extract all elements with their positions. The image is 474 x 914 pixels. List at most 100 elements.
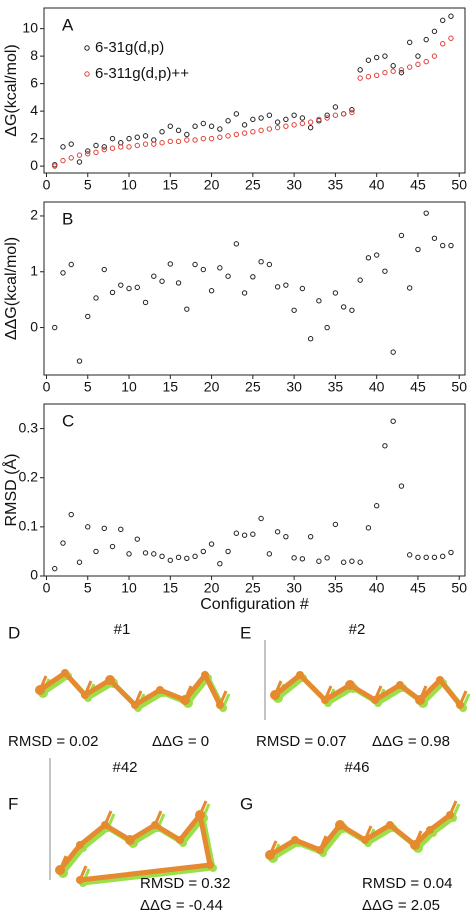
data-point <box>299 556 306 562</box>
x-tick-label: 45 <box>410 580 426 596</box>
data-point <box>85 313 91 320</box>
panel-caption: ΔΔG = -0.44 <box>140 897 223 914</box>
data-point <box>200 135 207 142</box>
data-point <box>93 295 99 301</box>
data-point <box>60 157 66 164</box>
data-point <box>431 53 438 59</box>
x-tick-label: 30 <box>286 379 302 395</box>
data-point <box>307 119 314 125</box>
panel-title: #46 <box>344 759 369 776</box>
data-point <box>217 561 223 567</box>
data-point <box>208 541 215 547</box>
panel-caption: RMSD = 0.02 <box>8 733 98 750</box>
x-tick-label: 35 <box>328 379 344 395</box>
data-point <box>134 142 140 149</box>
x-tick-label: 5 <box>84 379 92 395</box>
data-point <box>52 324 58 331</box>
y-tick-label: 2 <box>30 207 38 223</box>
data-point <box>332 290 339 296</box>
data-point <box>274 529 281 535</box>
data-point <box>291 555 297 561</box>
panel-label: C <box>62 411 74 430</box>
data-point <box>349 107 355 113</box>
molecule-bond <box>153 810 163 826</box>
data-point <box>440 17 446 24</box>
y-axis-label: ΔG(kcal/mol) <box>3 44 20 136</box>
data-point <box>250 531 256 537</box>
data-point <box>233 131 240 138</box>
y-tick-label: 8 <box>30 47 38 63</box>
data-point <box>68 511 74 518</box>
data-point <box>151 141 157 147</box>
legend-marker <box>84 45 90 51</box>
y-axis-label: RMSD (Å) <box>1 454 20 527</box>
data-point <box>159 129 165 135</box>
molecule-bond <box>273 680 283 696</box>
x-tick-label: 15 <box>163 177 179 193</box>
data-point <box>349 109 355 116</box>
data-point <box>134 284 140 291</box>
data-point <box>266 126 273 132</box>
x-tick-label: 15 <box>163 580 179 596</box>
legend-label: 6-311g(d,p)++ <box>95 65 189 82</box>
x-tick-label: 10 <box>121 177 137 193</box>
x-tick-label: 25 <box>245 580 261 596</box>
molecule-bond <box>373 685 383 701</box>
data-point <box>184 555 190 562</box>
data-point <box>357 559 363 565</box>
molecule-bond <box>418 685 428 701</box>
panel-title: #42 <box>112 759 137 776</box>
data-point <box>283 116 289 123</box>
y-tick-label: 0 <box>30 567 38 583</box>
x-tick-label: 25 <box>245 177 261 193</box>
data-point <box>126 135 132 142</box>
data-point <box>423 58 429 65</box>
data-point <box>217 126 223 132</box>
data-point <box>167 557 174 563</box>
data-point <box>93 142 99 149</box>
data-point <box>126 551 132 557</box>
data-point <box>291 307 297 313</box>
data-point <box>398 67 405 73</box>
x-tick-label: 40 <box>369 580 385 596</box>
data-point <box>258 515 264 522</box>
data-point <box>431 554 438 561</box>
data-point <box>175 280 182 286</box>
y-tick-label: 0.2 <box>19 468 39 484</box>
x-tick-label: 35 <box>328 580 344 596</box>
molecule-bond <box>83 680 93 696</box>
data-point <box>406 64 413 70</box>
panel-letter: E <box>240 623 251 642</box>
molecule-bond <box>198 800 208 816</box>
data-point <box>159 278 165 284</box>
panel-letter: G <box>240 794 253 813</box>
molecule-bond <box>183 685 193 701</box>
molecule-bond <box>363 825 373 841</box>
data-point <box>60 540 66 546</box>
panel-caption: RMSD = 0.04 <box>362 875 452 892</box>
data-point <box>184 137 190 143</box>
data-point <box>250 116 256 123</box>
panel-label: B <box>62 209 73 228</box>
data-point <box>241 290 248 296</box>
data-point <box>332 112 339 118</box>
panel-title: #2 <box>349 621 366 638</box>
data-point <box>274 119 281 125</box>
data-point <box>175 554 182 561</box>
data-point <box>208 288 215 294</box>
data-point <box>52 163 58 169</box>
molecule-atom <box>201 671 209 679</box>
molecule-bond <box>448 800 458 816</box>
y-axis-label: ΔΔG(kcal/mol) <box>3 237 20 340</box>
molecule-atom <box>206 861 214 869</box>
data-point <box>208 135 215 142</box>
x-axis-label: Configuration # <box>200 596 309 613</box>
molecule-bond <box>461 693 471 709</box>
molecule <box>35 669 231 712</box>
molecule <box>55 800 217 887</box>
data-point <box>365 74 372 80</box>
data-point <box>307 533 314 540</box>
data-point <box>241 532 248 538</box>
data-point <box>109 289 116 296</box>
legend-marker <box>84 71 90 77</box>
